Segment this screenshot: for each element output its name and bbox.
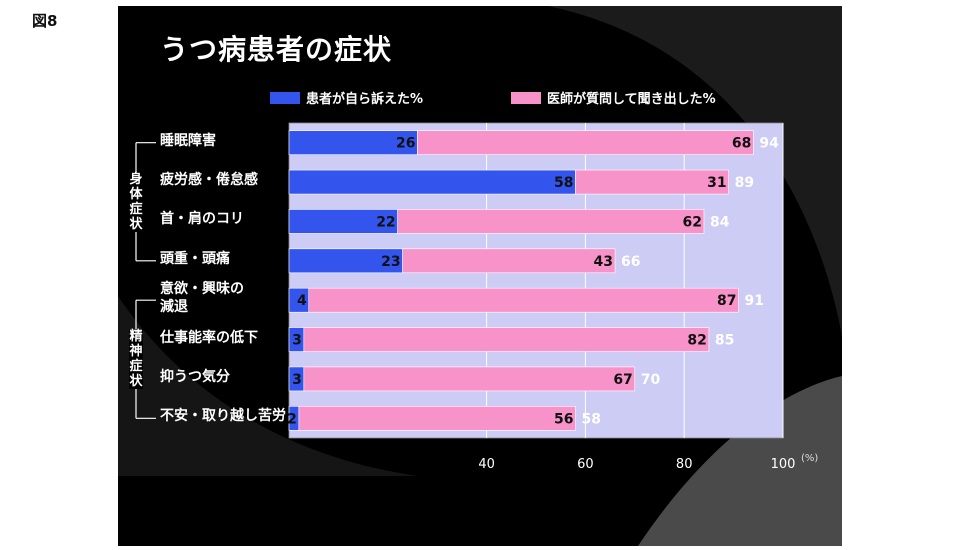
data-label-total-2: 84 (710, 214, 730, 230)
group-label-0: 身体症状 (129, 171, 143, 232)
bar-doctor-0 (417, 130, 754, 155)
legend-swatch-patient (270, 91, 300, 104)
data-label-total-5: 85 (715, 333, 734, 349)
data-label-total-4: 91 (745, 293, 764, 309)
x-axis-unit: (%) (801, 453, 819, 464)
legend-swatch-doctor (511, 91, 541, 104)
figure-label: 図8 (32, 12, 58, 30)
legend-label-patient: 患者が自ら訴えた% (306, 92, 424, 107)
data-label-doctor-4: 87 (717, 293, 736, 309)
data-label-patient-6: 3 (292, 372, 302, 388)
data-label-patient-3: 23 (381, 254, 400, 270)
category-label-1: 疲労感・倦怠感 (160, 172, 258, 189)
x-tick-label-80: 80 (676, 457, 693, 472)
data-label-patient-1: 58 (554, 175, 573, 191)
bar-doctor-1 (575, 169, 729, 195)
data-label-doctor-2: 62 (682, 214, 701, 230)
data-label-patient-2: 22 (376, 214, 395, 230)
category-label-5: 仕事能率の低下 (160, 329, 258, 346)
x-tick-label-60: 60 (577, 457, 594, 472)
slide: 40 60 80 100 26 68 94 58 31 89 22 62 84 23 43 66 4 87 91 3 8… (118, 6, 842, 546)
legend-item-doctor: 医師が質問して聞き出した% (511, 88, 716, 107)
data-label-doctor-7: 56 (554, 411, 573, 427)
category-label-0: 睡眠障害 (160, 132, 216, 149)
category-label-4: 意欲・興味の 減退 (160, 281, 244, 316)
x-tick-label-40: 40 (478, 457, 495, 472)
chart-title: うつ病患者の症状 (160, 33, 393, 66)
data-label-total-6: 70 (641, 372, 661, 388)
category-label-2: 首・肩のコリ (160, 211, 244, 228)
bar-doctor-2 (397, 209, 705, 234)
bar-doctor-7 (298, 406, 576, 431)
data-label-patient-5: 3 (292, 333, 302, 349)
background-swirl-lower (638, 376, 842, 546)
data-label-doctor-6: 67 (613, 372, 632, 388)
data-label-total-7: 58 (582, 411, 601, 427)
bar-patient-1 (288, 169, 576, 195)
data-label-patient-0: 26 (396, 136, 415, 152)
category-label-7: 不安・取り越し苦労 (160, 408, 286, 425)
data-label-doctor-5: 82 (687, 333, 706, 349)
data-label-total-0: 94 (759, 136, 779, 152)
category-label-6: 抑うつ気分 (160, 368, 230, 385)
data-label-patient-4: 4 (297, 293, 307, 309)
category-label-3: 頭重・頭痛 (160, 250, 230, 267)
data-label-total-3: 66 (621, 254, 640, 270)
data-label-doctor-0: 68 (732, 136, 751, 152)
background-swirl-left (118, 296, 418, 476)
data-label-patient-7: 2 (287, 411, 297, 427)
background-swirl (548, 6, 842, 336)
bar-patient-3 (288, 248, 403, 274)
group-label-1: 精神症状 (129, 329, 143, 390)
bar-doctor-3 (402, 248, 616, 274)
bar-doctor-4 (308, 287, 739, 313)
legend-item-patient: 患者が自ら訴えた% (270, 88, 423, 107)
x-tick-label-100: 100 (771, 457, 796, 472)
data-label-total-1: 89 (735, 175, 754, 191)
legend-label-doctor: 医師が質問して聞き出した% (547, 92, 716, 107)
data-label-doctor-1: 31 (707, 175, 726, 191)
bar-doctor-6 (303, 366, 636, 392)
data-label-doctor-3: 43 (594, 254, 613, 270)
bar-doctor-5 (303, 327, 710, 352)
